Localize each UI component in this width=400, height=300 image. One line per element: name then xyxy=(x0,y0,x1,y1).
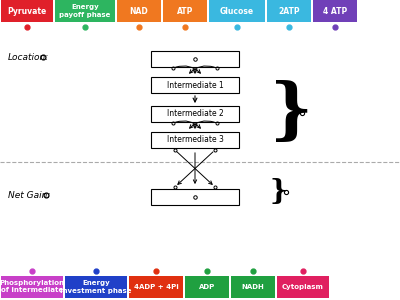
Text: Energy
payoff phase: Energy payoff phase xyxy=(59,4,111,17)
Text: Net Gain:: Net Gain: xyxy=(8,190,50,200)
FancyBboxPatch shape xyxy=(209,0,265,22)
Text: Glucose: Glucose xyxy=(220,7,254,16)
FancyBboxPatch shape xyxy=(129,276,183,298)
FancyBboxPatch shape xyxy=(151,106,239,122)
FancyBboxPatch shape xyxy=(65,276,127,298)
FancyBboxPatch shape xyxy=(313,0,357,22)
FancyBboxPatch shape xyxy=(151,189,239,205)
Text: NAD: NAD xyxy=(130,7,148,16)
FancyBboxPatch shape xyxy=(151,51,239,67)
FancyBboxPatch shape xyxy=(185,276,229,298)
Text: ATP: ATP xyxy=(177,7,193,16)
Text: ADP: ADP xyxy=(199,284,215,290)
Text: Energy
Investment phase: Energy Investment phase xyxy=(60,280,132,293)
FancyBboxPatch shape xyxy=(231,276,275,298)
Text: }: } xyxy=(270,80,313,145)
Text: Pyruvate: Pyruvate xyxy=(7,7,47,16)
Text: 4 ATP: 4 ATP xyxy=(323,7,347,16)
Text: Phosphorylation
of intermediate: Phosphorylation of intermediate xyxy=(0,280,64,293)
Text: }: } xyxy=(270,178,288,206)
FancyBboxPatch shape xyxy=(151,132,239,148)
Text: Intermediate 1: Intermediate 1 xyxy=(167,80,223,89)
FancyBboxPatch shape xyxy=(267,0,311,22)
FancyBboxPatch shape xyxy=(117,0,161,22)
Text: Intermediate 2: Intermediate 2 xyxy=(167,110,223,118)
FancyBboxPatch shape xyxy=(277,276,329,298)
Text: Location:: Location: xyxy=(8,52,49,62)
FancyBboxPatch shape xyxy=(163,0,207,22)
Text: NADH: NADH xyxy=(242,284,264,290)
FancyBboxPatch shape xyxy=(1,0,53,22)
FancyBboxPatch shape xyxy=(1,276,63,298)
FancyBboxPatch shape xyxy=(151,77,239,93)
FancyBboxPatch shape xyxy=(55,0,115,22)
Text: 4ADP + 4Pi: 4ADP + 4Pi xyxy=(134,284,178,290)
Text: Intermediate 3: Intermediate 3 xyxy=(166,136,224,145)
Text: 2ATP: 2ATP xyxy=(278,7,300,16)
Text: Cytoplasm: Cytoplasm xyxy=(282,284,324,290)
